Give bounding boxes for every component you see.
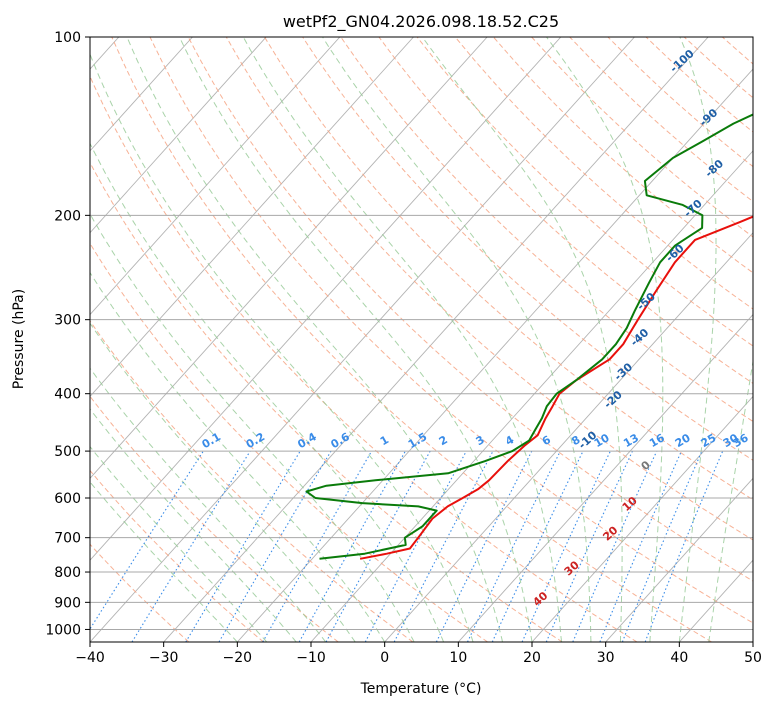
mixing-ratio-line	[599, 450, 682, 642]
dry-adiabat-line	[264, 37, 753, 501]
dewpoint-line	[305, 113, 753, 560]
x-tick-label: −10	[296, 650, 326, 666]
moist-adiabat-line	[90, 52, 474, 642]
dry-adiabat-line	[90, 242, 488, 642]
dry-adiabat-line	[90, 469, 264, 642]
moist-adiabat-line	[90, 322, 356, 642]
moist-adiabat-line	[90, 367, 327, 642]
isotherm-line	[605, 477, 753, 642]
moist-adiabat-line	[322, 37, 592, 642]
x-axis-label: Temperature (°C)	[360, 681, 482, 697]
moist-adiabat-line	[708, 358, 753, 642]
mixing-ratio-line	[90, 450, 204, 630]
mixing-ratio-line	[621, 450, 703, 642]
x-tick-label: 0	[380, 650, 389, 666]
y-tick-label: 300	[54, 313, 81, 329]
isotherm-line	[90, 37, 635, 642]
isotherm-line	[90, 37, 341, 316]
x-tick-label: 50	[744, 650, 762, 666]
moist-adiabat-line	[90, 445, 268, 642]
x-axis-ticks: −40 −30 −20 −10 0 10 20 30 40 50	[75, 642, 762, 666]
isotherm-line	[384, 232, 753, 642]
mixing-ratio-line	[435, 450, 533, 642]
moist-adiabat-line	[178, 37, 533, 642]
x-tick-label: 10	[449, 650, 467, 666]
y-tick-label: 900	[54, 595, 81, 611]
isotherm-line	[752, 641, 753, 642]
moist-adiabat-line	[90, 142, 445, 642]
y-tick-label: 500	[54, 444, 81, 460]
isotherm-line	[236, 68, 753, 642]
temperature-line	[359, 215, 753, 560]
mixing-ratio-line	[131, 450, 251, 642]
dry-adiabat-line	[111, 37, 712, 642]
x-tick-label: 40	[670, 650, 688, 666]
isotherm-line	[90, 37, 488, 479]
background-guides	[90, 37, 753, 642]
moist-adiabat-line	[242, 37, 562, 642]
dry-adiabat-line	[90, 75, 638, 642]
dry-adiabat-line	[90, 320, 414, 642]
mixing-ratio-line	[364, 450, 467, 642]
y-axis-ticks: 100 200 300 400 500 600 700 800 900 1000	[45, 30, 90, 638]
y-tick-label: 100	[54, 30, 81, 46]
dry-adiabat-line	[187, 37, 753, 582]
chart-title: wetPf2_GN04.2026.098.18.52.C25	[283, 12, 559, 32]
moist-adiabat-line	[90, 271, 386, 642]
dry-adiabat-line	[454, 37, 753, 310]
plot-frame	[89, 36, 754, 643]
x-tick-label: −30	[149, 650, 179, 666]
moist-adiabat-line	[546, 37, 664, 642]
x-tick-label: −20	[223, 650, 253, 666]
y-tick-label: 700	[54, 531, 81, 547]
isotherm-line	[90, 37, 267, 234]
dry-adiabat-line	[225, 37, 753, 541]
isotherm-line	[457, 313, 753, 642]
moist-adiabat-line	[90, 481, 238, 642]
isotherm-line	[90, 37, 193, 152]
y-tick-label: 400	[54, 387, 81, 403]
mixing-ratio-line	[572, 450, 658, 642]
mixing-ratio-line	[545, 450, 633, 642]
pressure-gridlines	[90, 37, 753, 630]
y-axis-label: Pressure (hPa)	[11, 289, 27, 389]
mixing-ratio-line	[325, 450, 431, 642]
isotherm-line	[163, 37, 709, 642]
x-tick-label: 20	[523, 650, 541, 666]
mixing-ratio-line	[298, 450, 406, 642]
isotherm-line	[531, 395, 753, 642]
isotherm-line	[90, 37, 414, 398]
dry-adiabat-line	[90, 161, 563, 642]
plot-background	[90, 37, 753, 642]
y-tick-label: 1000	[45, 622, 81, 638]
profile-series	[305, 113, 753, 560]
moist-adiabat-line	[678, 37, 717, 642]
moist-adiabat-line	[126, 37, 503, 642]
mixing-ratio-line	[644, 450, 724, 642]
moist-adiabat-line	[90, 212, 415, 642]
x-tick-label: −40	[75, 650, 105, 666]
y-tick-label: 200	[54, 208, 81, 224]
y-tick-label: 600	[54, 491, 81, 507]
y-tick-label: 800	[54, 565, 81, 581]
dry-adiabat-line	[149, 37, 753, 624]
x-tick-label: 30	[597, 650, 615, 666]
moist-adiabat-line	[421, 37, 623, 642]
isotherm-line	[90, 37, 562, 561]
dry-adiabat-line	[340, 37, 753, 423]
dry-adiabat-line	[416, 37, 753, 347]
